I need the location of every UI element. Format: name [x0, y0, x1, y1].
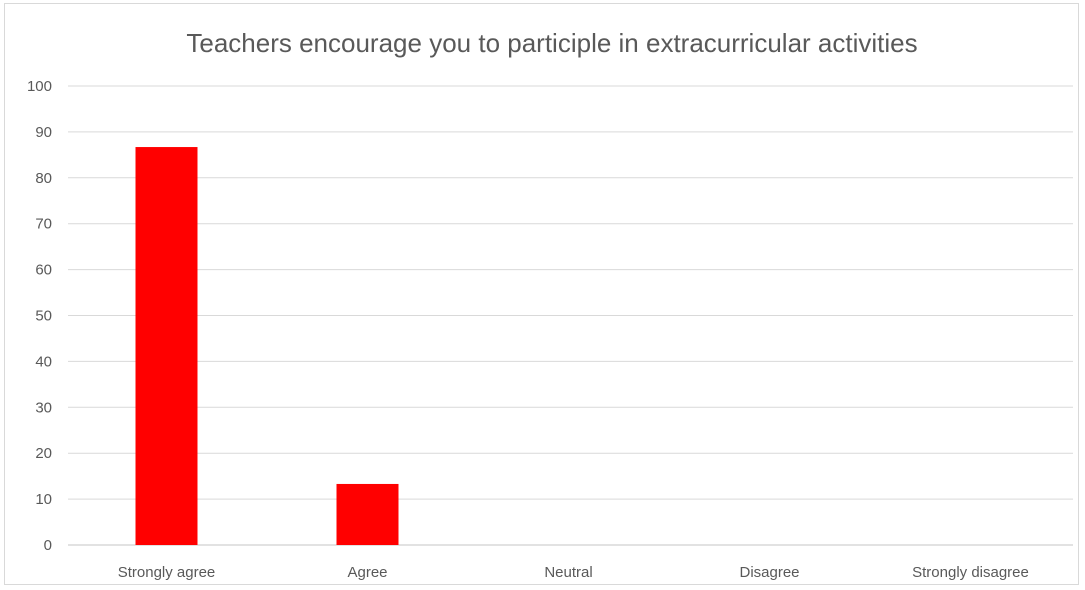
gridlines	[68, 85, 1073, 546]
y-tick-label: 20	[35, 445, 52, 462]
x-category-label: Strongly disagree	[912, 564, 1029, 581]
y-tick-label: 10	[35, 491, 52, 508]
chart-title: Teachers encourage you to participle in …	[186, 28, 917, 58]
y-tick-label: 50	[35, 308, 52, 325]
y-tick-label: 40	[35, 353, 52, 370]
bar	[135, 147, 198, 545]
bars	[135, 147, 399, 545]
y-axis-ticks: 0 10 20 30 40 50 60 70 80 90 100	[27, 78, 52, 554]
x-axis-categories: Strongly agree Agree Neutral Disagree Strong…	[118, 564, 1029, 581]
x-category-label: Strongly agree	[118, 564, 216, 581]
y-tick-label: 70	[35, 216, 52, 233]
y-tick-label: 100	[27, 78, 52, 95]
y-tick-label: 0	[44, 537, 52, 554]
x-category-label: Disagree	[739, 564, 799, 581]
x-category-label: Agree	[347, 564, 387, 581]
y-tick-label: 80	[35, 170, 52, 187]
bar	[336, 483, 399, 545]
y-tick-label: 30	[35, 399, 52, 416]
y-tick-label: 90	[35, 124, 52, 141]
x-category-label: Neutral	[544, 564, 592, 581]
y-tick-label: 60	[35, 262, 52, 279]
